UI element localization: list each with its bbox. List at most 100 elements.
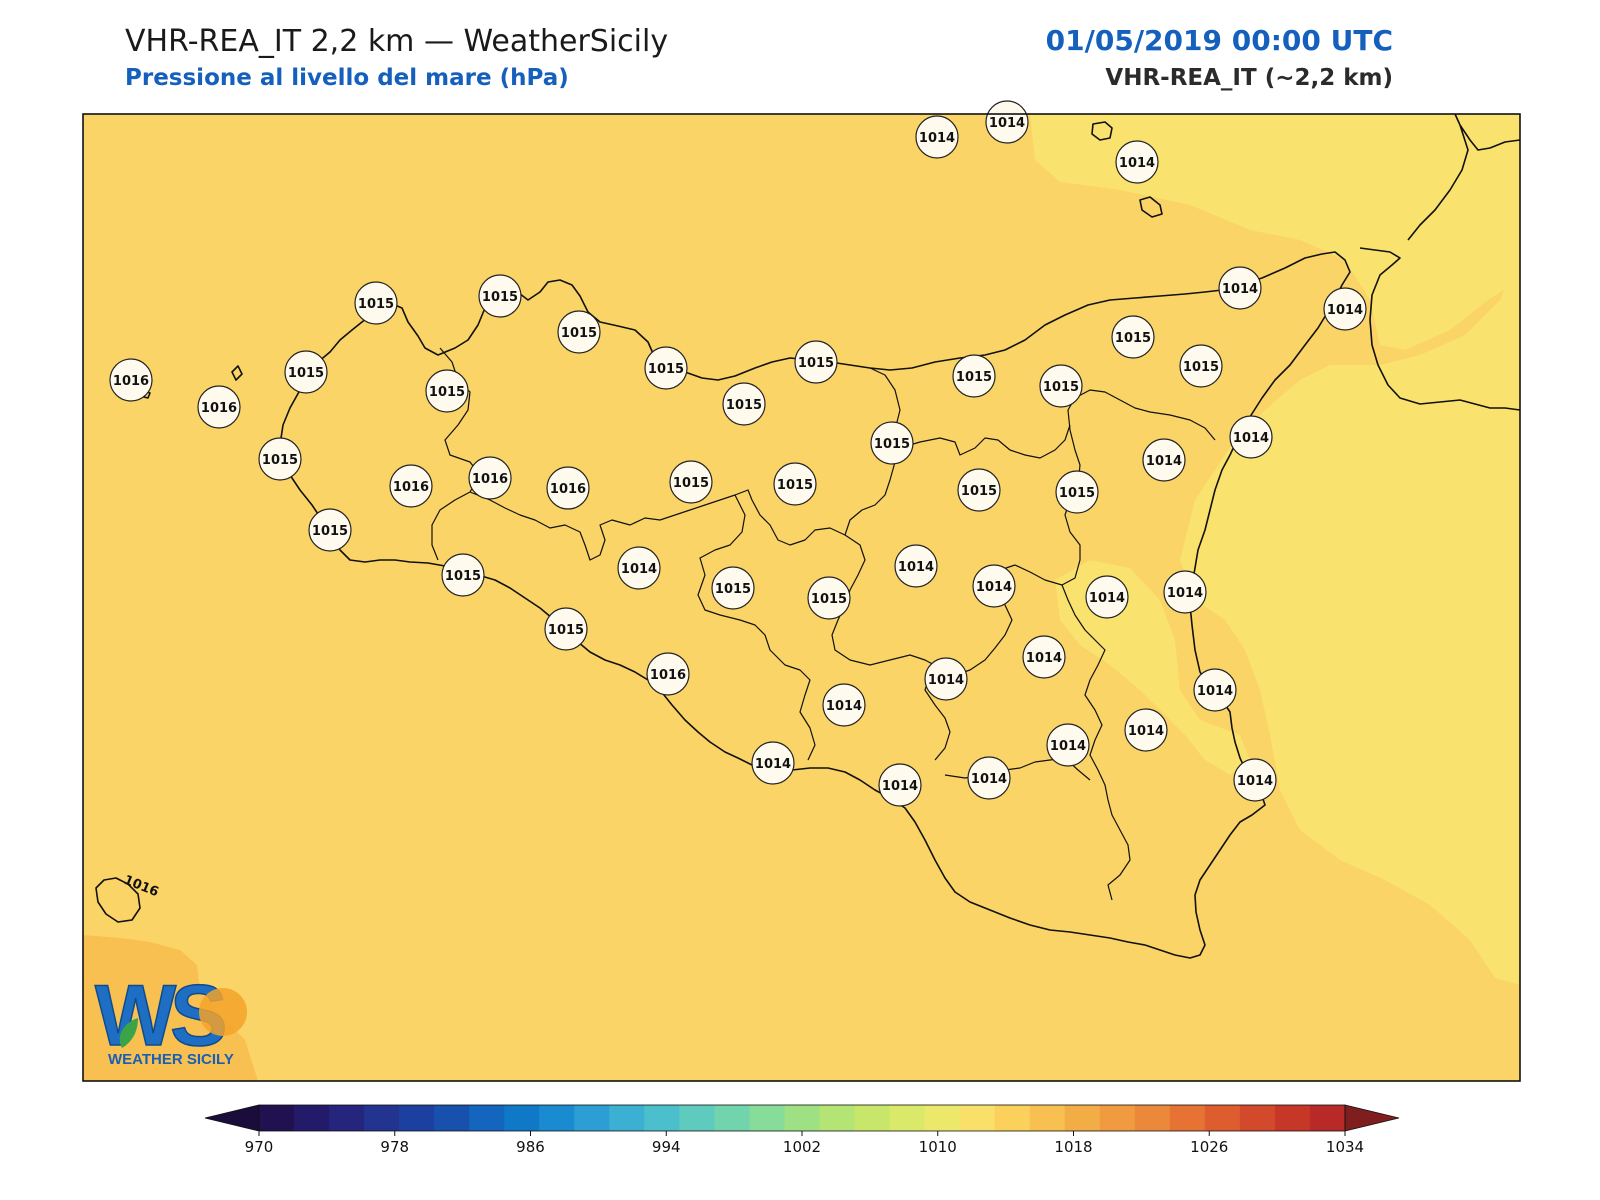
colorbar-tick-label: 970: [245, 1138, 274, 1156]
station-marker-pt-25: 1015: [952, 354, 996, 398]
station-marker-pt-32: 1014: [972, 564, 1016, 608]
station-marker-pt-33: 1014: [1085, 575, 1129, 619]
station-circle: [1142, 438, 1186, 482]
colorbar-swatch: [854, 1105, 891, 1131]
station-circle: [957, 468, 1001, 512]
station-value: 1014: [755, 757, 791, 772]
station-marker-pt-26: 1015: [1039, 364, 1083, 408]
calabria-coastline: [1359, 113, 1521, 411]
station-value: 1015: [726, 398, 762, 413]
station-marker-pt-35: 1015: [711, 566, 755, 610]
colorbar-swatch: [819, 1105, 856, 1131]
station-circle: [985, 100, 1029, 144]
station-marker-pt-8: 1016: [197, 385, 241, 429]
station-circle: [878, 763, 922, 807]
station-value: 1014: [1089, 591, 1125, 606]
pressure-field: [83, 114, 1520, 1081]
station-marker-pt-11: 1015: [258, 437, 302, 481]
station-marker-pt-6: 1016: [109, 358, 153, 402]
colorbar-swatch: [924, 1105, 961, 1131]
model-label: VHR-REA_IT (~2,2 km): [1105, 65, 1393, 91]
station-circle: [722, 382, 766, 426]
station-circle: [915, 115, 959, 159]
station-value: 1014: [1026, 651, 1062, 666]
station-value: 1016: [472, 472, 508, 487]
station-circle: [1229, 415, 1273, 459]
colorbar-swatch: [539, 1105, 575, 1131]
station-value: 1014: [1119, 156, 1155, 171]
station-marker-pt-23: 1015: [773, 462, 817, 506]
station-circle: [258, 437, 302, 481]
station-value: 1015: [288, 366, 324, 381]
station-circle: [1163, 570, 1207, 614]
station-marker-pt-18: 1015: [794, 340, 838, 384]
border-caltanissetta-enna: [831, 389, 1216, 676]
station-marker-pt-7: 1015: [557, 310, 601, 354]
egadi-island-1: [231, 365, 243, 381]
station-marker-pt-4: 1015: [354, 281, 398, 325]
station-circle: [924, 657, 968, 701]
station-circle: [354, 281, 398, 325]
weathersicily-logo: WS WEATHER SICILY: [94, 967, 247, 1068]
station-circle: [822, 683, 866, 727]
colorbar-under-arrow: [204, 1104, 260, 1132]
station-marker-pt-27: 1014: [1229, 415, 1273, 459]
station-circle: [546, 466, 590, 510]
station-value: 1014: [928, 673, 964, 688]
station-marker-pt-29: 1015: [957, 468, 1001, 512]
station-marker-pt-51: 1016: [646, 652, 690, 696]
colorbar-swatch: [609, 1105, 645, 1131]
station-circle: [644, 346, 688, 390]
eolie-island-2: [1139, 196, 1163, 218]
colorbar-tick-label: 1018: [1054, 1138, 1092, 1156]
station-circle: [544, 607, 588, 651]
station-value: 1015: [262, 453, 298, 468]
station-marker-pt-30: 1015: [1055, 470, 1099, 514]
colorbar-swatch: [714, 1105, 751, 1131]
border-palermo-agrigento: [469, 367, 901, 561]
station-marker-pt-39: 1014: [924, 657, 968, 701]
colorbar-tick-label: 1010: [919, 1138, 957, 1156]
station-value: 1014: [976, 580, 1012, 595]
station-value: 1014: [971, 772, 1007, 787]
station-circle: [389, 464, 433, 508]
station-value: 1014: [621, 562, 657, 577]
station-circle: [468, 456, 512, 500]
colorbar-tick-label: 986: [516, 1138, 545, 1156]
station-marker-pt-47: 1014: [751, 741, 795, 785]
station-circle: [617, 546, 661, 590]
station-circle: [1179, 344, 1223, 388]
station-value: 1016: [113, 374, 149, 389]
station-marker-pt-38: 1014: [1022, 635, 1066, 679]
station-circle: [1124, 708, 1168, 752]
colorbar-swatch: [1099, 1105, 1136, 1131]
station-marker-pt-20: 1016: [468, 456, 512, 500]
station-marker-pt-50: 1014: [878, 763, 922, 807]
station-marker-pt-41: 1014: [822, 683, 866, 727]
station-value: 1016: [650, 668, 686, 683]
station-value: 1016: [201, 401, 237, 416]
station-marker-pt-31: 1014: [894, 544, 938, 588]
station-marker-pt-45: 1014: [1233, 758, 1277, 802]
colorbar-tick-label: 994: [652, 1138, 681, 1156]
station-marker-pt-16: 1015: [1111, 315, 1155, 359]
logo-text: WEATHER SICILY: [108, 1051, 234, 1068]
station-circle: [1046, 723, 1090, 767]
colorbar-swatch: [434, 1105, 470, 1131]
station-value: 1015: [874, 437, 910, 452]
station-marker-pt-17: 1015: [1179, 344, 1223, 388]
colorbar-swatch: [329, 1105, 365, 1131]
station-value: 1016: [393, 480, 429, 495]
station-value: 1016: [550, 482, 586, 497]
station-circle: [870, 421, 914, 465]
station-circle: [773, 462, 817, 506]
station-marker-pt-15: 1014: [1323, 287, 1367, 331]
colorbar-swatch: [399, 1105, 435, 1131]
station-marker-pt-36: 1015: [807, 576, 851, 620]
pantelleria-island: [95, 877, 141, 923]
station-circle: [967, 756, 1011, 800]
station-circle: [952, 354, 996, 398]
station-value: 1015: [648, 362, 684, 377]
map-subtitle: Pressione al livello del mare (hPa): [125, 65, 569, 91]
station-value: 1015: [1043, 380, 1079, 395]
